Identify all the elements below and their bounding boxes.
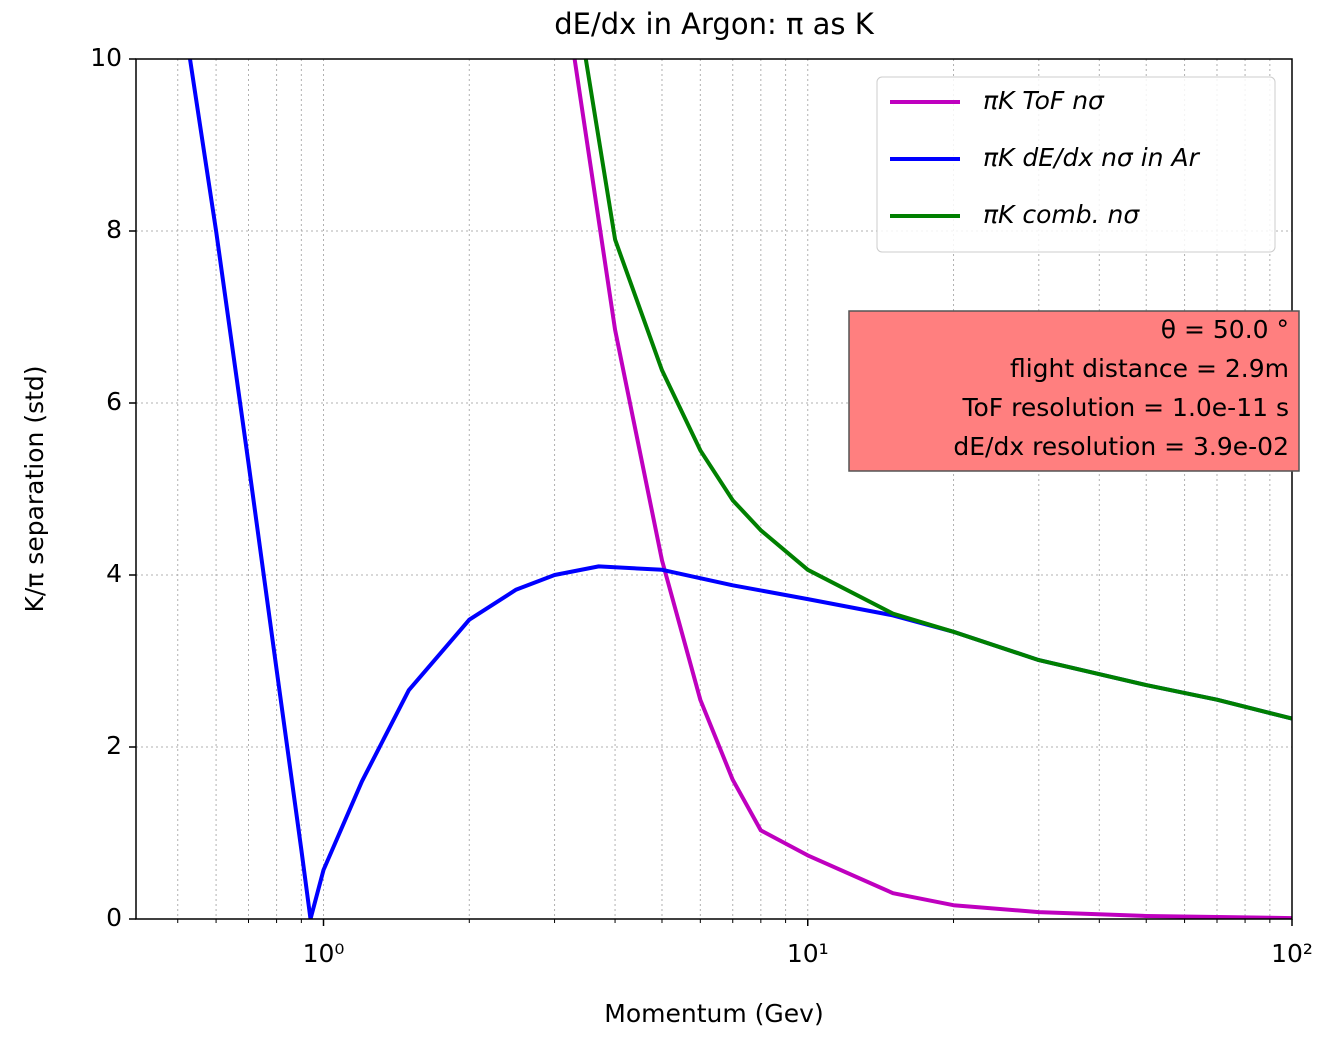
- annotation-line: θ = 50.0 °: [1161, 315, 1289, 344]
- plot-lines: [188, 59, 1292, 919]
- series-line: [583, 59, 1292, 721]
- x-tick-label: 10²: [1271, 939, 1313, 968]
- x-axis-label: Momentum (Gev): [604, 999, 823, 1028]
- y-tick-label: 10: [90, 43, 122, 72]
- y-tick-label: 0: [106, 903, 122, 932]
- annotation-box: [848, 310, 1300, 472]
- plot-frame: [135, 58, 1293, 920]
- annotation: θ = 50.0 ° flight distance = 2.9m ToF reso…: [848, 310, 1300, 472]
- ticks: 0 2 4 6 8 10 10⁰ 10¹ 10²: [90, 43, 1313, 968]
- legend-box: [876, 76, 1276, 253]
- y-tick-label: 8: [106, 215, 122, 244]
- series-line: [572, 59, 1292, 919]
- legend-label: πK ToF nσ: [983, 86, 1105, 115]
- x-tick-label: 10¹: [787, 939, 829, 968]
- legend-label: πK comb. nσ: [983, 200, 1140, 229]
- y-tick-label: 4: [106, 559, 122, 588]
- y-tick-label: 6: [106, 387, 122, 416]
- x-tick-label: 10⁰: [303, 939, 345, 968]
- grid: [136, 58, 1293, 920]
- chart-title: dE/dx in Argon: π as K: [554, 7, 874, 41]
- annotation-line: ToF resolution = 1.0e-11 s: [961, 393, 1289, 422]
- legend: πK ToF nσ πK dE/dx nσ in Ar πK comb. nσ: [876, 76, 1276, 253]
- annotation-line: flight distance = 2.9m: [1010, 354, 1289, 383]
- y-axis-label: K/π separation (std): [20, 365, 49, 612]
- annotation-line: dE/dx resolution = 3.9e-02: [953, 432, 1289, 461]
- legend-label: πK dE/dx nσ in Ar: [983, 143, 1201, 172]
- y-tick-label: 2: [106, 731, 122, 760]
